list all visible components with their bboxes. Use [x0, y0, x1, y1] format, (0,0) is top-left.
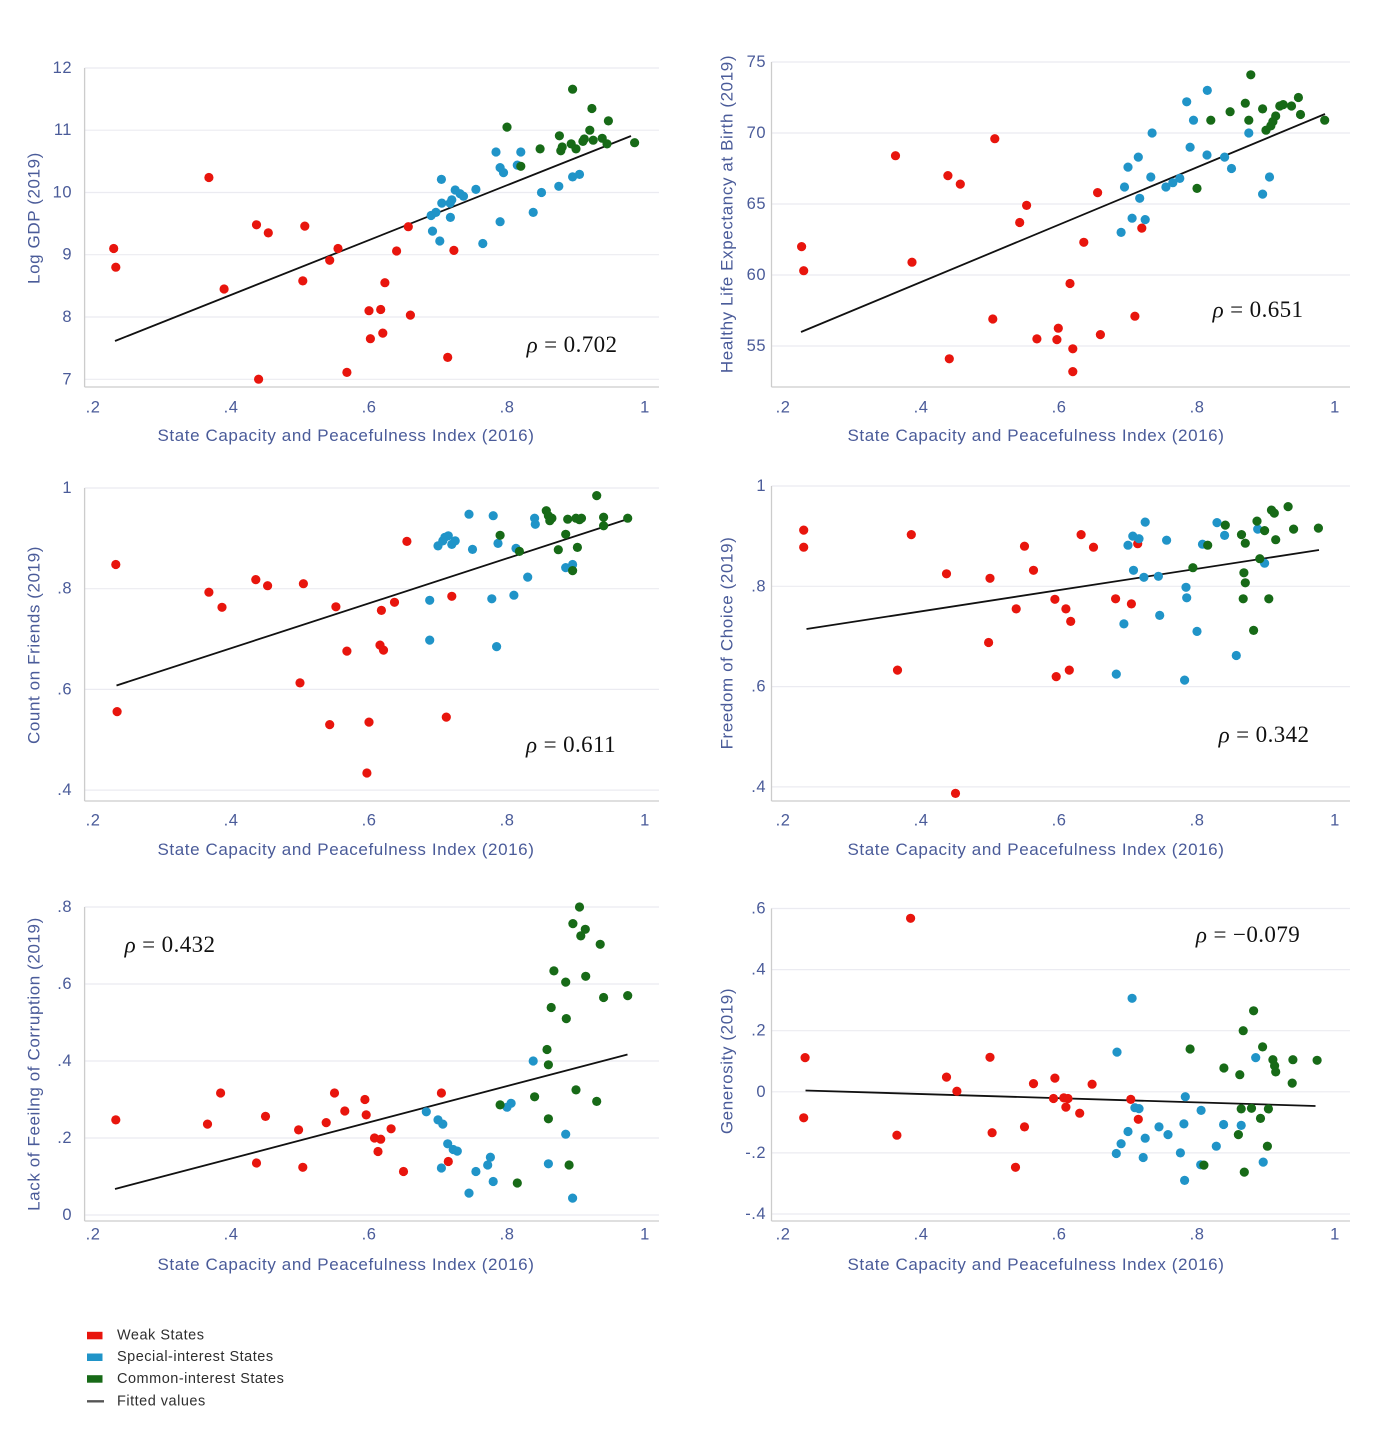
svg-text:.4: .4 — [224, 812, 239, 830]
svg-text:.4: .4 — [751, 778, 766, 796]
svg-text:Generosity (2019): Generosity (2019) — [718, 988, 737, 1134]
svg-text:ρ = 0.702: ρ = 0.702 — [526, 332, 618, 357]
svg-text:10: 10 — [53, 184, 72, 202]
svg-text:11: 11 — [54, 121, 72, 139]
svg-text:.8: .8 — [57, 580, 72, 598]
svg-text:.4: .4 — [57, 1052, 72, 1070]
svg-text:.6: .6 — [1052, 1226, 1067, 1244]
svg-text:.6: .6 — [1052, 399, 1067, 417]
svg-text:.6: .6 — [751, 900, 766, 918]
svg-text:.2: .2 — [57, 1129, 72, 1147]
svg-text:ρ = 0.432: ρ = 0.432 — [124, 932, 216, 957]
svg-text:Fitted values: Fitted values — [117, 1393, 206, 1409]
svg-text:1: 1 — [756, 477, 766, 495]
svg-text:ρ = 0.611: ρ = 0.611 — [525, 732, 616, 757]
svg-text:.2: .2 — [86, 399, 101, 417]
svg-text:.2: .2 — [751, 1022, 766, 1040]
svg-text:.4: .4 — [57, 781, 72, 799]
svg-text:State Capacity and Peacefulnes: State Capacity and Peacefulness Index (2… — [847, 840, 1224, 859]
svg-text:.2: .2 — [776, 1226, 791, 1244]
svg-text:12: 12 — [53, 59, 72, 77]
svg-text:.4: .4 — [224, 399, 239, 417]
svg-text:Lack of Feeilng of Corruption: Lack of Feeilng of Corruption (2019) — [25, 917, 44, 1211]
svg-text:0: 0 — [756, 1083, 766, 1101]
svg-text:.8: .8 — [500, 812, 515, 830]
svg-text:.8: .8 — [1190, 399, 1205, 417]
svg-text:State Capacity and Peacefulnes: State Capacity and Peacefulness Index (2… — [157, 840, 534, 859]
svg-text:.2: .2 — [86, 812, 101, 830]
svg-text:.8: .8 — [1190, 1226, 1205, 1244]
svg-text:.6: .6 — [57, 680, 72, 698]
svg-text:State Capacity and Peacefulnes: State Capacity and Peacefulness Index (2… — [157, 426, 534, 445]
svg-text:.2: .2 — [776, 812, 791, 830]
svg-text:Healthy Life Expectancy at Bir: Healthy Life Expectancy at Birth (2019) — [718, 55, 737, 373]
svg-text:9: 9 — [62, 246, 72, 264]
svg-text:.8: .8 — [500, 1226, 515, 1244]
svg-text:Count on Friends (2019): Count on Friends (2019) — [25, 546, 44, 744]
svg-text:1: 1 — [62, 479, 72, 497]
svg-text:1: 1 — [1330, 812, 1340, 830]
svg-text:ρ = −0.079: ρ = −0.079 — [1195, 922, 1300, 947]
svg-text:-.2: -.2 — [745, 1144, 766, 1162]
svg-text:7: 7 — [62, 370, 72, 388]
svg-text:60: 60 — [747, 266, 766, 284]
svg-text:ρ = 0.651: ρ = 0.651 — [1212, 297, 1304, 322]
svg-text:8: 8 — [62, 308, 72, 326]
svg-text:1: 1 — [640, 812, 650, 830]
svg-text:.8: .8 — [751, 577, 766, 595]
svg-text:.2: .2 — [776, 399, 791, 417]
svg-text:0: 0 — [62, 1206, 72, 1224]
svg-text:1: 1 — [640, 1226, 650, 1244]
svg-text:55: 55 — [747, 337, 766, 355]
svg-text:.6: .6 — [362, 1226, 377, 1244]
svg-text:65: 65 — [747, 195, 766, 213]
svg-text:State Capacity and Peacefulnes: State Capacity and Peacefulness Index (2… — [157, 1255, 534, 1274]
svg-text:-.4: -.4 — [745, 1205, 766, 1223]
svg-text:State Capacity and Peacefulnes: State Capacity and Peacefulness Index (2… — [847, 426, 1224, 445]
svg-text:1: 1 — [1330, 1226, 1340, 1244]
svg-text:.6: .6 — [751, 678, 766, 696]
svg-text:70: 70 — [747, 124, 766, 142]
svg-text:.6: .6 — [1052, 812, 1067, 830]
svg-text:State Capacity and Peacefulnes: State Capacity and Peacefulness Index (2… — [847, 1255, 1224, 1274]
svg-text:.6: .6 — [57, 975, 72, 993]
svg-text:75: 75 — [747, 53, 766, 71]
svg-text:.4: .4 — [751, 961, 766, 979]
svg-text:Special-interest States: Special-interest States — [117, 1349, 274, 1365]
svg-text:Log GDP (2019): Log GDP (2019) — [25, 152, 44, 284]
svg-text:.4: .4 — [914, 1226, 929, 1244]
svg-text:.8: .8 — [57, 898, 72, 916]
svg-text:.8: .8 — [1190, 812, 1205, 830]
svg-text:.4: .4 — [224, 1226, 239, 1244]
svg-text:.6: .6 — [362, 399, 377, 417]
svg-text:1: 1 — [1330, 399, 1340, 417]
svg-text:.8: .8 — [500, 399, 515, 417]
svg-text:.4: .4 — [914, 812, 929, 830]
svg-text:1: 1 — [640, 399, 650, 417]
svg-text:ρ = 0.342: ρ = 0.342 — [1218, 722, 1310, 747]
svg-text:Freedom of Choice (2019): Freedom of Choice (2019) — [718, 537, 737, 750]
svg-text:.2: .2 — [86, 1226, 101, 1244]
svg-text:Common-interest States: Common-interest States — [117, 1371, 284, 1387]
svg-text:.6: .6 — [362, 812, 377, 830]
svg-text:.4: .4 — [914, 399, 929, 417]
svg-text:Weak States: Weak States — [117, 1328, 204, 1344]
